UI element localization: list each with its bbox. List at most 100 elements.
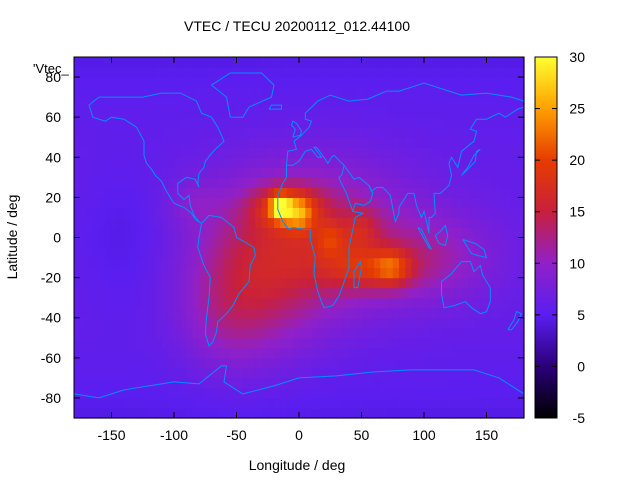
heatmap-cell [230,267,238,279]
heatmap-cell [305,87,313,98]
heatmap-cell [117,287,125,299]
heatmap-cell [199,147,206,158]
heatmap-cell [292,197,300,209]
heatmap-cell [361,87,369,98]
heatmap-cell [480,327,488,339]
heatmap-cell [380,127,388,138]
heatmap-cell [517,247,525,259]
heatmap-cell [430,237,438,249]
y-tick-label: 80 [45,69,61,85]
heatmap-cell [136,267,144,279]
heatmap-cell [286,277,294,289]
heatmap-cell [267,297,275,309]
heatmap-cell [155,157,163,168]
heatmap-cell [292,227,300,239]
heatmap-cell [399,347,406,359]
heatmap-cell [374,297,381,309]
heatmap-cell [467,127,475,138]
heatmap-cell [480,167,488,178]
heatmap-cell [249,167,256,178]
heatmap-cell [117,237,125,249]
heatmap-cell [342,227,350,239]
heatmap-cell [430,77,438,88]
heatmap-cell [486,407,494,419]
heatmap-cell [211,167,219,178]
heatmap-cell [217,117,225,128]
heatmap-cell [461,247,469,259]
heatmap-cell [411,347,419,359]
heatmap-cell [217,407,225,419]
heatmap-cell [117,147,125,158]
heatmap-cell [380,407,388,419]
heatmap-cell [217,297,225,309]
heatmap-cell [461,257,469,269]
heatmap-cell [330,127,338,138]
heatmap-cell [180,327,188,339]
heatmap-cell [255,407,263,419]
heatmap-cell [74,377,81,389]
coastline-madagascar [353,260,363,289]
heatmap-cell [374,227,381,239]
heatmap-cell [92,207,100,219]
heatmap-cell [386,107,394,118]
heatmap-cell [230,117,238,128]
heatmap-cell [330,87,338,98]
heatmap-cell [142,257,150,269]
heatmap-cell [380,157,388,168]
y-tick-label: -80 [41,390,61,406]
heatmap-cell [192,227,200,239]
heatmap-cell [474,127,481,138]
heatmap-cell [442,337,450,349]
heatmap-cell [499,67,506,78]
heatmap-cell [255,297,263,309]
heatmap-cell [499,357,506,369]
heatmap-cell [242,217,250,229]
heatmap-cell [367,277,375,289]
heatmap-cell [299,237,306,249]
heatmap-cell [80,247,88,259]
heatmap-cell [467,347,475,359]
heatmap-cell [305,327,313,339]
heatmap-cell [430,177,438,188]
heatmap-cell [92,97,100,108]
heatmap-cell [517,107,525,118]
heatmap-cell [99,407,106,419]
heatmap-cell [386,257,394,269]
heatmap-cell [324,227,331,239]
heatmap-cell [192,267,200,279]
heatmap-cell [511,307,519,319]
heatmap-cell [136,87,144,98]
heatmap-cell [167,407,175,419]
heatmap-cell [311,207,319,219]
heatmap-cell [86,257,94,269]
heatmap-cell [299,207,306,219]
heatmap-cell [142,267,150,279]
heatmap-cell [149,127,156,138]
heatmap-cell [236,277,244,289]
heatmap-cell [167,167,175,178]
heatmap-cell [274,347,281,359]
heatmap-cell [411,337,419,349]
heatmap-cell [455,217,463,229]
heatmap-cell [355,237,363,249]
heatmap-cell [280,167,288,178]
heatmap-cell [261,267,269,279]
heatmap-cell [292,357,300,369]
heatmap-cell [117,217,125,229]
heatmap-cell [455,227,463,239]
heatmap-cell [361,227,369,239]
heatmap-cell [499,57,506,68]
heatmap-cell [274,397,281,409]
heatmap-cell [349,197,356,209]
heatmap-cell [436,307,444,319]
heatmap-cell [149,247,156,259]
heatmap-cell [192,127,200,138]
heatmap-cell [249,347,256,359]
heatmap-cell [449,317,456,329]
heatmap-cell [380,327,388,339]
heatmap-cell [380,167,388,178]
heatmap-cell [505,147,513,158]
heatmap-cell [217,197,225,209]
heatmap-cell [105,187,113,198]
heatmap-cell [517,257,525,269]
